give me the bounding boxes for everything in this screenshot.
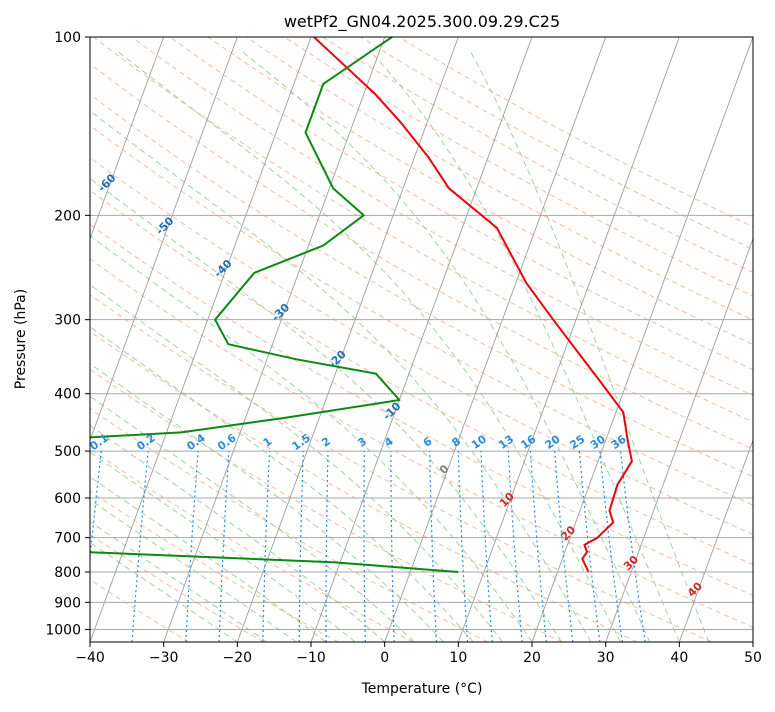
x-axis-label: Temperature (°C): [361, 681, 483, 697]
y-tick-label: 800: [54, 565, 81, 581]
x-tick-label: −40: [75, 650, 105, 666]
x-tick-label: 10: [449, 650, 467, 666]
y-tick-label: 1000: [45, 622, 81, 638]
x-tick-label: 40: [670, 650, 688, 666]
y-tick-label: 200: [54, 208, 81, 224]
y-axis-label: Pressure (hPa): [13, 289, 29, 389]
chart-title: wetPf2_GN04.2025.300.09.29.C25: [284, 12, 560, 32]
x-tick-label: 50: [744, 650, 762, 666]
y-tick-label: 300: [54, 313, 81, 329]
x-tick-label: −30: [149, 650, 179, 666]
x-tick-label: 20: [523, 650, 541, 666]
x-tick-label: −20: [223, 650, 253, 666]
y-tick-label: 900: [54, 595, 81, 611]
y-tick-label: 400: [54, 387, 81, 403]
y-tick-label: 100: [54, 30, 81, 46]
y-tick-label: 700: [54, 531, 81, 547]
x-tick-label: −10: [296, 650, 326, 666]
y-tick-label: 600: [54, 491, 81, 507]
x-tick-label: 0: [380, 650, 389, 666]
y-tick-label: 500: [54, 444, 81, 460]
x-tick-label: 30: [597, 650, 615, 666]
